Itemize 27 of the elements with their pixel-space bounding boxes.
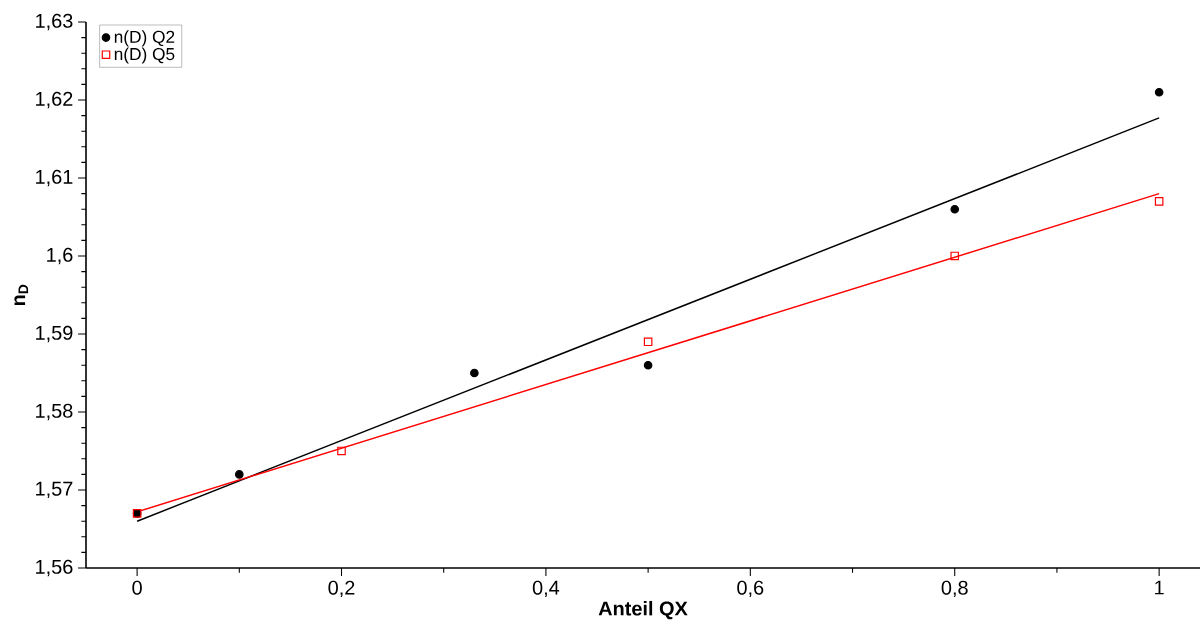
point bbox=[643, 337, 653, 347]
point bbox=[950, 251, 960, 261]
y-tick-label: 1,56 bbox=[36, 559, 73, 577]
point bbox=[234, 470, 244, 479]
y-tick-label: 1,57 bbox=[36, 481, 73, 499]
legend-label: n(D) Q5 bbox=[114, 47, 175, 64]
x-tick-label: 0,8 bbox=[941, 580, 968, 598]
x-axis-title: Anteil QX bbox=[598, 600, 688, 620]
point bbox=[1154, 197, 1164, 206]
legend-label: n(D) Q2 bbox=[114, 30, 175, 47]
x-tick-label: 1 bbox=[1155, 580, 1164, 595]
point bbox=[337, 446, 346, 456]
point bbox=[470, 368, 479, 378]
y-tick-label: 1,63 bbox=[36, 13, 73, 31]
x-tick-label: 0,2 bbox=[328, 580, 355, 598]
point bbox=[950, 204, 960, 214]
point bbox=[643, 360, 653, 370]
x-tick-label: 0 bbox=[132, 580, 142, 595]
point bbox=[1154, 87, 1164, 97]
y-tick-label: 1,61 bbox=[36, 169, 73, 187]
x-tick-label: 0,6 bbox=[737, 580, 764, 598]
y-axis-title: n$_{D}$ bbox=[14, 284, 29, 306]
y-tick-label: 1,6 bbox=[47, 247, 73, 265]
y-tick-label: 1,62 bbox=[36, 91, 73, 109]
y-tick-label: 1,59 bbox=[36, 325, 73, 343]
y-tick-label: 1,58 bbox=[36, 403, 73, 421]
x-tick-label: 0,4 bbox=[532, 580, 560, 598]
